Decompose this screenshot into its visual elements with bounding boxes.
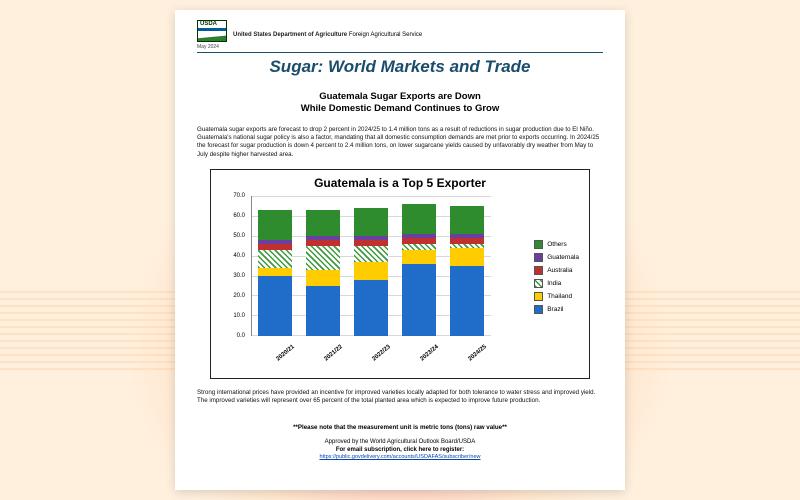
bar-segment-brazil [402,264,436,336]
subtitle: Guatemala Sugar Exports are Down While D… [197,91,603,116]
bar-segment-india [306,246,340,270]
y-tick: 50.0 [233,233,245,239]
bar-column [258,210,292,336]
legend-label: Australia [547,267,572,274]
y-tick: 40.0 [233,253,245,259]
y-tick: 70.0 [233,193,245,199]
chart-title: Guatemala is a Top 5 Exporter [219,176,581,190]
header: USDA May 2024 United States Department o… [197,20,603,50]
bar-column [402,204,436,336]
chart-container: Guatemala is a Top 5 Exporter Million Me… [210,169,590,379]
usda-logo-block: USDA May 2024 [197,20,227,50]
usda-logo: USDA [197,20,227,42]
unit-note: **Please note that the measurement unit … [197,424,603,431]
legend-swatch [534,305,543,314]
x-ticks: 2020/212021/222022/232023/242024/25 [251,338,491,358]
header-agency: United States Department of Agriculture … [233,32,422,38]
legend: Others Guatemala Australia India Thailand Bra… [534,236,579,318]
bar-segment-others [258,210,292,240]
subscription-text: For email subscription, click here to re… [197,447,603,453]
legend-item: India [534,279,579,288]
legend-label: Brazil [547,306,563,313]
y-axis: Million Metric Tons, Raw Value 0.010.020… [219,196,245,336]
paragraph-1: Guatemala sugar exports are forecast to … [197,126,603,159]
y-tick: 10.0 [233,313,245,319]
bar-segment-thailand [258,268,292,276]
bar-segment-thailand [306,270,340,286]
bar-segment-thailand [402,250,436,264]
bar-segment-brazil [354,280,388,336]
legend-item: Brazil [534,305,579,314]
bar-segment-others [402,204,436,234]
legend-swatch [534,266,543,275]
bar-segment-thailand [354,262,388,280]
document-page: USDA May 2024 United States Department o… [175,10,625,490]
legend-label: Others [547,241,567,248]
legend-item: Guatemala [534,253,579,262]
legend-label: Guatemala [547,254,579,261]
x-tick: 2020/21 [266,344,301,377]
x-tick: 2021/22 [314,344,349,377]
legend-label: Thailand [547,293,572,300]
bar-segment-brazil [450,266,484,336]
legend-item: Australia [534,266,579,275]
x-tick: 2023/24 [410,344,445,377]
page-title: Sugar: World Markets and Trade [197,57,603,77]
bar-column [306,210,340,336]
bar-column [354,208,388,336]
chart-plot: Million Metric Tons, Raw Value 0.010.020… [219,196,581,356]
bar-column [450,206,484,336]
logo-text: USDA [200,21,217,27]
legend-item: Others [534,240,579,249]
legend-swatch [534,253,543,262]
paragraph-2: Strong international prices have provide… [197,389,603,406]
bars [251,196,491,336]
bar-segment-india [354,246,388,262]
subscription-link[interactable]: https://public.govdelivery.com/accounts/… [197,454,603,460]
bar-segment-brazil [258,276,292,336]
legend-label: India [547,280,561,287]
y-tick: 60.0 [233,213,245,219]
legend-swatch [534,240,543,249]
bar-segment-india [258,250,292,268]
header-rule [197,52,603,53]
bar-segment-thailand [450,248,484,266]
legend-item: Thailand [534,292,579,301]
x-tick: 2024/25 [458,344,493,377]
approved-by: Approved by the World Agricultural Outlo… [197,439,603,445]
y-tick: 20.0 [233,293,245,299]
bar-segment-others [306,210,340,236]
legend-swatch [534,279,543,288]
bar-segment-brazil [306,286,340,336]
bar-segment-others [450,206,484,234]
x-tick: 2022/23 [362,344,397,377]
bar-segment-others [354,208,388,236]
y-tick: 0.0 [237,333,245,339]
issue-date: May 2024 [197,44,227,50]
legend-swatch [534,292,543,301]
y-tick: 30.0 [233,273,245,279]
